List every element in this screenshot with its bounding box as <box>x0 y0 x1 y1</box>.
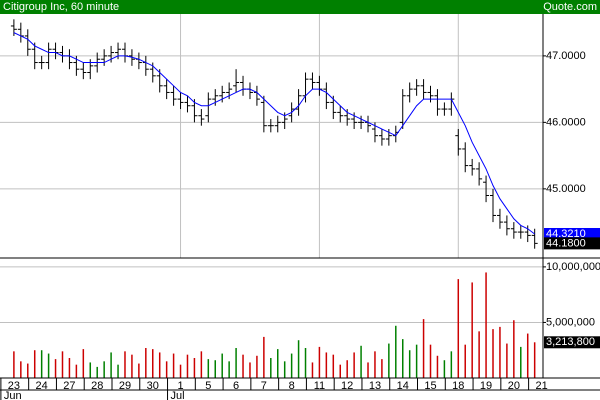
y-tick-label: 45.0000 <box>546 183 586 195</box>
x-tick-label: 7 <box>261 380 267 392</box>
last-value-label: 44.1800 <box>546 237 586 249</box>
x-tick-label: 8 <box>289 380 295 392</box>
y-tick-label: 5,000,000 <box>546 316 595 328</box>
last-value-label: 3,213,800 <box>546 336 595 348</box>
x-tick-label: 1 <box>177 380 183 392</box>
x-tick-label: 12 <box>341 380 353 392</box>
x-tick-label: 23 <box>8 380 20 392</box>
x-tick-label: 15 <box>424 380 436 392</box>
moving-average <box>13 32 535 235</box>
chart-title: Citigroup Inc, 60 minute <box>3 1 119 13</box>
header-bar <box>0 0 600 14</box>
month-label: Jun <box>4 390 22 400</box>
x-tick-label: 19 <box>480 380 492 392</box>
month-label: Jul <box>171 390 185 400</box>
x-tick-label: 11 <box>314 380 325 392</box>
y-tick-label: 46.0000 <box>546 116 586 128</box>
x-tick-label: 20 <box>508 380 520 392</box>
last-value-label: 44.3210 <box>546 228 586 240</box>
x-tick-label: 24 <box>36 380 48 392</box>
y-tick-label: 10,000,000 <box>546 261 600 273</box>
x-tick-label: 5 <box>205 380 211 392</box>
x-tick-label: 28 <box>91 380 103 392</box>
last-value-box <box>544 237 600 250</box>
x-tick-label: 14 <box>397 380 409 392</box>
x-tick-label: 18 <box>452 380 464 392</box>
x-tick-label: 21 <box>535 380 547 392</box>
x-tick-label: 6 <box>233 380 239 392</box>
last-value-box <box>544 227 600 240</box>
last-value-box <box>544 336 600 349</box>
x-tick-label: 30 <box>147 380 159 392</box>
y-tick-label: 47.0000 <box>546 50 586 62</box>
x-tick-label: 27 <box>63 380 75 392</box>
x-tick-label: 13 <box>369 380 381 392</box>
source: Quote.com <box>543 1 597 13</box>
x-tick-label: 29 <box>119 380 131 392</box>
